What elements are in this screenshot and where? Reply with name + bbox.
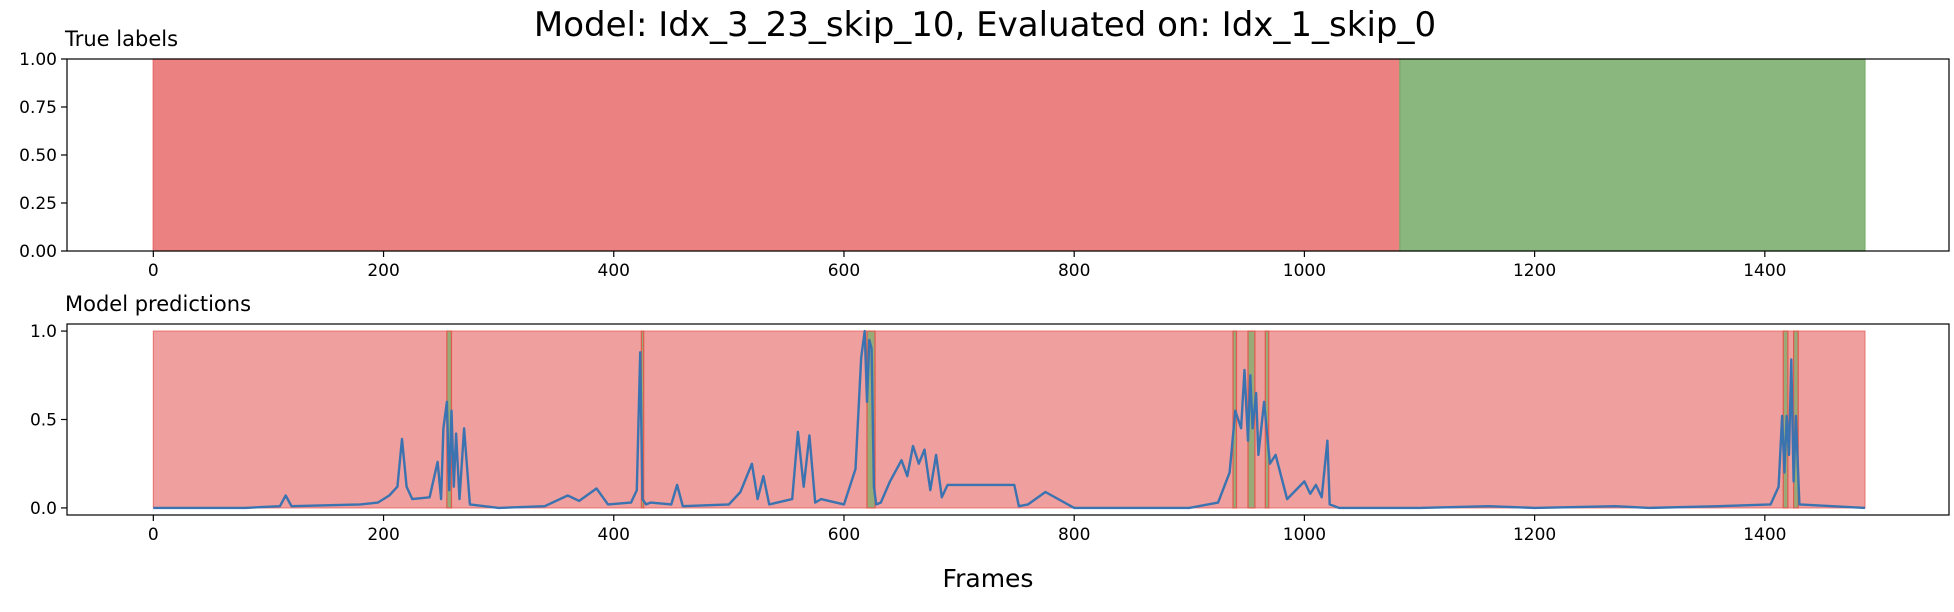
true-labels-y-tick-label: 0.50: [19, 146, 57, 166]
predictions-x-tick-label: 1400: [1743, 525, 1786, 545]
x-axis-label: Frames: [943, 564, 1034, 593]
predictions-positive-span: [866, 330, 876, 509]
true-labels-x-tick-label: 200: [367, 261, 399, 281]
true-labels-x-tick-label: 600: [828, 261, 860, 281]
predictions-x-tick-label: 1200: [1513, 525, 1556, 545]
true-labels-x-tick-label: 1200: [1513, 261, 1556, 281]
predictions-x-tick-label: 400: [598, 525, 630, 545]
predictions-y-tick-label: 0.5: [30, 411, 57, 431]
predictions-x-tick-label: 600: [828, 525, 860, 545]
true-labels-x-tick-label: 1000: [1283, 261, 1326, 281]
true-labels-y-tick-label: 0.75: [19, 98, 57, 118]
predictions-series-line: [153, 329, 1866, 510]
predictions-x-tick-label: 1000: [1283, 525, 1326, 545]
predictions-negative-background: [152, 330, 1866, 509]
true-labels-x-tick-label: 0: [148, 261, 159, 281]
true-labels-positive-segment: [1399, 58, 1866, 252]
true-labels-y-tick-label: 0.25: [19, 194, 57, 214]
true-labels-x-tick-label: 400: [598, 261, 630, 281]
true-labels-x-tick-label: 1400: [1743, 261, 1786, 281]
model-predictions-title: Model predictions: [65, 292, 251, 316]
model-predictions-panel: Model predictions 0 200 400 600 800 1000 1200 1…: [30, 292, 1950, 545]
true-labels-y-tick-label: 0.00: [19, 242, 57, 262]
figure-title: Model: Idx_3_23_skip_10, Evaluated on: I…: [534, 5, 1436, 45]
true-labels-negative-segment: [152, 58, 1401, 252]
predictions-y-tick-label: 1.0: [30, 322, 57, 342]
predictions-x-tick-label: 0: [148, 525, 159, 545]
predictions-x-tick-label: 200: [367, 525, 399, 545]
true-labels-y-tick-label: 1.00: [19, 50, 57, 70]
true-labels-title: True labels: [64, 27, 178, 51]
true-labels-x-tick-label: 800: [1058, 261, 1090, 281]
predictions-x-tick-label: 800: [1058, 525, 1090, 545]
predictions-y-tick-label: 0.0: [30, 499, 57, 519]
true-labels-panel: True labels 0 200 400 600 800 1000 1200 1400 0.0…: [19, 27, 1950, 281]
